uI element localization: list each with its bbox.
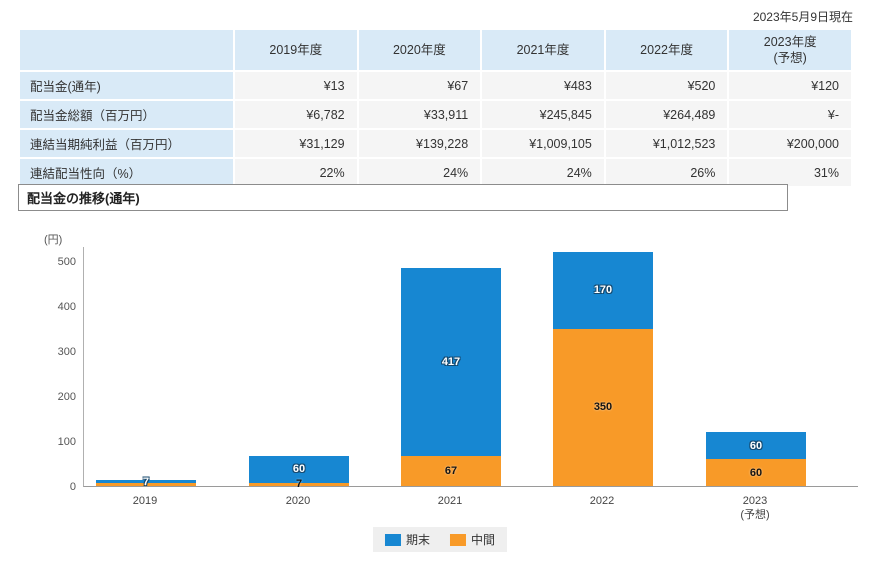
bar-value-label: 67 bbox=[444, 464, 458, 477]
table-cell: ¥31,129 bbox=[235, 130, 357, 157]
column-header-2021年度: 2021年度 bbox=[482, 30, 604, 70]
dividend-table: 2019年度 2020年度 2021年度 2022年度 2023年度 (予想) 配当金(通… bbox=[18, 28, 853, 188]
row-label: 配当金(通年) bbox=[20, 72, 233, 99]
table-cell: 31% bbox=[729, 159, 851, 186]
table-row: 配当金総額（百万円） ¥6,782 ¥33,911 ¥245,845 ¥264,489 ¥… bbox=[20, 101, 851, 128]
bar-2022: 350 170 bbox=[553, 252, 653, 486]
bar-segment-中間-2022 bbox=[553, 328, 653, 486]
legend-swatch-期末 bbox=[384, 533, 401, 546]
x-label-line1: 2023 bbox=[742, 495, 768, 507]
column-header-sublabel: (予想) bbox=[773, 51, 807, 65]
table-cell: ¥120 bbox=[729, 72, 851, 99]
y-tick-0: 0 bbox=[69, 481, 76, 493]
bar-segment-期末-2023 bbox=[706, 432, 806, 459]
table-cell: ¥245,845 bbox=[482, 101, 604, 128]
column-header-label: 2019年度 bbox=[269, 43, 323, 57]
column-header-2022年度: 2022年度 bbox=[605, 30, 728, 70]
row-label: 連結当期純利益（百万円） bbox=[20, 130, 233, 157]
table-cell: ¥13 bbox=[235, 72, 357, 99]
x-label-line1: 2020 bbox=[285, 495, 311, 507]
dividend-chart: (円) 0 100 200 300 400 500 7 7 60 67 417 350 170 60 60… bbox=[0, 215, 870, 570]
column-header-2023年度: 2023年度 (予想) bbox=[729, 30, 851, 70]
bar-segment-中間-2021 bbox=[401, 455, 501, 486]
bar-value-label: 7 bbox=[142, 475, 150, 488]
table-row: 連結配当性向（%） 22% 24% 24% 26% 31% bbox=[20, 159, 851, 186]
chart-section-title: 配当金の推移(通年) bbox=[18, 184, 788, 211]
bar-value-label: 170 bbox=[593, 284, 613, 297]
table-cell: 24% bbox=[482, 159, 604, 186]
y-tick-500: 500 bbox=[57, 256, 76, 268]
table-row: 連結当期純利益（百万円） ¥31,129 ¥139,228 ¥1,009,105 ¥1,… bbox=[20, 130, 851, 157]
y-tick-100: 100 bbox=[57, 436, 76, 448]
table-cell: 22% bbox=[235, 159, 357, 186]
legend-item-中間: 中間 bbox=[450, 531, 495, 548]
chart-plot-area: 7 7 60 67 417 350 170 60 60 bbox=[83, 247, 858, 490]
bar-2023: 60 60 bbox=[706, 432, 806, 486]
column-header-label: 2023年度 bbox=[763, 35, 817, 49]
chart-legend: 期末 中間 bbox=[372, 527, 508, 552]
x-label-2020: 2020 bbox=[238, 494, 358, 508]
table-row: 配当金(通年) ¥13 ¥67 ¥483 ¥520 ¥120 bbox=[20, 72, 851, 99]
table-cell: ¥- bbox=[729, 101, 851, 128]
table-cell: ¥264,489 bbox=[605, 101, 728, 128]
legend-swatch-中間 bbox=[450, 533, 466, 546]
bar-value-label: 7 bbox=[295, 478, 303, 491]
table-cell: ¥483 bbox=[482, 72, 604, 99]
chart-section-title-text: 配当金の推移(通年) bbox=[27, 191, 140, 206]
table-header: 2019年度 2020年度 2021年度 2022年度 2023年度 (予想) bbox=[20, 30, 851, 70]
column-header-label: 2022年度 bbox=[640, 43, 693, 57]
table-cell: 26% bbox=[605, 159, 728, 186]
table-cell: ¥6,782 bbox=[235, 101, 357, 128]
bar-value-label: 60 bbox=[749, 466, 763, 479]
table-cell: ¥1,009,105 bbox=[482, 130, 604, 157]
legend-label-中間: 中間 bbox=[471, 533, 496, 547]
x-label-line1: 2021 bbox=[437, 495, 463, 507]
bar-value-label: 60 bbox=[292, 463, 306, 476]
table-cell: ¥200,000 bbox=[729, 130, 851, 157]
table-corner-cell bbox=[20, 30, 233, 70]
row-label: 連結配当性向（%） bbox=[20, 159, 233, 186]
table-cell: ¥139,228 bbox=[358, 130, 481, 157]
x-label-2021: 2021 bbox=[390, 494, 510, 508]
bar-value-label: 417 bbox=[441, 356, 461, 369]
bar-2021: 67 417 bbox=[401, 268, 501, 486]
x-label-2023: 2023 (予想) bbox=[695, 494, 815, 522]
bar-segment-期末-2020 bbox=[249, 455, 349, 483]
table-cell: ¥520 bbox=[605, 72, 728, 99]
y-tick-400: 400 bbox=[57, 301, 76, 313]
x-label-2019: 2019 bbox=[85, 494, 205, 508]
legend-item-期末: 期末 bbox=[384, 531, 430, 548]
x-label-2022: 2022 bbox=[542, 494, 662, 508]
bar-segment-期末-2021 bbox=[401, 268, 501, 456]
dividend-table-wrap: 2019年度 2020年度 2021年度 2022年度 2023年度 (予想) 配当金(通… bbox=[18, 28, 853, 188]
bar-segment-期末-2019 bbox=[96, 480, 196, 484]
y-tick-300: 300 bbox=[57, 346, 76, 358]
column-header-2020年度: 2020年度 bbox=[358, 30, 481, 70]
bar-segment-期末-2022 bbox=[553, 252, 653, 329]
bar-segment-中間-2019 bbox=[96, 483, 196, 486]
bar-segment-中間-2023 bbox=[706, 459, 806, 486]
row-label: 配当金総額（百万円） bbox=[20, 101, 233, 128]
table-body: 配当金(通年) ¥13 ¥67 ¥483 ¥520 ¥120 配当金総額（百万円） ¥6,78… bbox=[20, 72, 851, 186]
table-cell: ¥67 bbox=[358, 72, 481, 99]
y-axis-unit-label: (円) bbox=[44, 234, 63, 246]
column-header-2019年度: 2019年度 bbox=[235, 30, 357, 70]
bar-value-label: 60 bbox=[749, 439, 763, 452]
x-label-line1: 2019 bbox=[132, 495, 158, 507]
y-tick-200: 200 bbox=[57, 391, 76, 403]
column-header-label: 2021年度 bbox=[516, 43, 570, 57]
x-label-line2: (予想) bbox=[740, 509, 770, 521]
column-header-label: 2020年度 bbox=[392, 43, 446, 57]
bar-2019: 7 bbox=[96, 476, 196, 488]
table-cell: 24% bbox=[358, 159, 481, 186]
table-cell: ¥33,911 bbox=[358, 101, 481, 128]
bar-2020: 7 60 bbox=[249, 455, 349, 490]
bar-value-label: 350 bbox=[593, 401, 613, 414]
as-of-date: 2023年5月9日現在 bbox=[752, 10, 853, 24]
x-label-line1: 2022 bbox=[589, 495, 615, 507]
bar-segment-中間-2020 bbox=[249, 482, 349, 486]
table-cell: ¥1,012,523 bbox=[605, 130, 728, 157]
legend-label-期末: 期末 bbox=[405, 533, 430, 547]
